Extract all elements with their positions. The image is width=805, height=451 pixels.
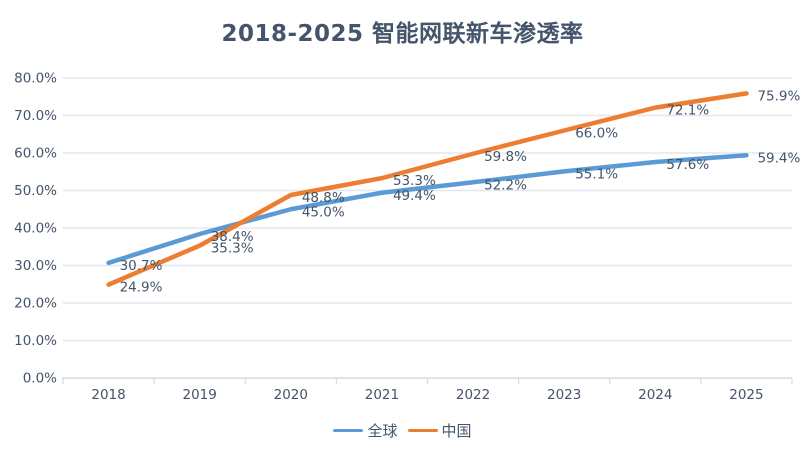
x-tick-label: 2020 — [274, 387, 308, 403]
y-tick-label: 50.0% — [14, 183, 57, 199]
x-tick-label: 2024 — [638, 387, 672, 403]
data-label-0-1: 38.4% — [211, 229, 254, 245]
data-label-0-6: 57.6% — [666, 157, 709, 173]
legend-line-swatch — [407, 429, 438, 432]
data-label-1-0: 24.9% — [120, 280, 163, 296]
y-tick-label: 60.0% — [14, 146, 57, 162]
data-label-1-5: 66.0% — [575, 126, 618, 142]
y-tick-label: 20.0% — [14, 296, 57, 312]
data-label-0-7: 59.4% — [757, 150, 800, 166]
chart-legend: 全球 中国 — [0, 420, 805, 441]
series-line-1 — [106, 91, 749, 287]
legend-label: 中国 — [441, 422, 472, 440]
x-tick-label: 2025 — [729, 387, 763, 403]
y-tick-label: 0.0% — [23, 371, 57, 387]
series-line-0 — [106, 153, 749, 266]
y-tick-label: 30.0% — [14, 258, 57, 274]
data-label-0-3: 49.4% — [393, 188, 436, 204]
data-label-1-4: 59.8% — [484, 149, 527, 165]
y-tick-label: 40.0% — [14, 221, 57, 237]
y-tick-label: 70.0% — [14, 108, 57, 124]
legend-label: 全球 — [367, 422, 398, 440]
x-tick-label: 2022 — [456, 387, 490, 403]
chart-title: 2018-2025 智能网联新车渗透率 — [221, 21, 584, 47]
data-label-0-2: 45.0% — [302, 204, 345, 220]
y-tick-label: 10.0% — [14, 333, 57, 349]
x-tick-label: 2023 — [547, 387, 581, 403]
data-label-1-3: 53.3% — [393, 173, 436, 189]
data-label-0-0: 30.7% — [120, 258, 163, 274]
legend-item-1: 中国 — [407, 420, 472, 441]
y-tick-label: 80.0% — [14, 71, 57, 87]
legend-item-0: 全球 — [333, 420, 398, 441]
data-label-1-1: 35.3% — [211, 241, 254, 257]
data-label-1-2: 48.8% — [302, 190, 345, 206]
data-label-1-6: 72.1% — [666, 103, 709, 119]
x-tick-label: 2021 — [365, 387, 399, 403]
x-tick-label: 2019 — [183, 387, 217, 403]
legend-line-swatch — [333, 429, 364, 432]
data-label-1-7: 75.9% — [757, 88, 800, 104]
data-label-0-5: 55.1% — [575, 166, 618, 182]
data-label-0-4: 52.2% — [484, 177, 527, 193]
x-tick-label: 2018 — [91, 387, 125, 403]
